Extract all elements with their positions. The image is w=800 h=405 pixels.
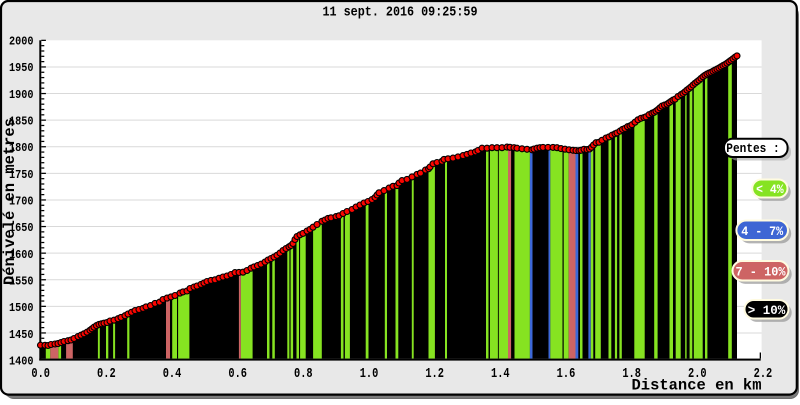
svg-text:Distance en km: Distance en km xyxy=(632,377,762,395)
svg-text:4 - 7%: 4 - 7% xyxy=(741,224,783,239)
svg-text:1850: 1850 xyxy=(9,114,34,128)
svg-text:Pentes :: Pentes : xyxy=(726,141,779,156)
svg-text:1.8: 1.8 xyxy=(622,366,641,382)
svg-text:1600: 1600 xyxy=(9,248,34,262)
svg-text:7 - 10%: 7 - 10% xyxy=(736,264,786,279)
svg-text:0.8: 0.8 xyxy=(294,366,313,382)
svg-text:0.0: 0.0 xyxy=(31,366,50,382)
svg-text:0.2: 0.2 xyxy=(97,366,116,382)
svg-text:2000: 2000 xyxy=(9,34,34,48)
svg-text:1950: 1950 xyxy=(9,61,34,75)
svg-text:0.4: 0.4 xyxy=(163,366,182,382)
svg-text:> 10%: > 10% xyxy=(748,303,786,318)
svg-text:1450: 1450 xyxy=(9,328,34,342)
svg-text:1800: 1800 xyxy=(9,141,34,155)
svg-text:1.6: 1.6 xyxy=(557,366,576,382)
svg-text:1900: 1900 xyxy=(9,88,34,102)
svg-text:1.4: 1.4 xyxy=(491,366,510,382)
svg-text:1700: 1700 xyxy=(9,194,34,208)
svg-text:1.0: 1.0 xyxy=(360,366,379,382)
svg-text:11 sept. 2016 09:25:59: 11 sept. 2016 09:25:59 xyxy=(323,5,478,21)
svg-text:1650: 1650 xyxy=(9,221,34,235)
svg-text:2.2: 2.2 xyxy=(754,366,773,382)
svg-text:1500: 1500 xyxy=(9,301,34,315)
svg-text:2.0: 2.0 xyxy=(688,366,707,382)
svg-text:< 4%: < 4% xyxy=(756,182,784,197)
svg-text:1400: 1400 xyxy=(9,355,34,369)
svg-text:1.2: 1.2 xyxy=(425,366,444,382)
svg-text:1750: 1750 xyxy=(9,168,34,182)
svg-text:1550: 1550 xyxy=(9,275,34,289)
svg-text:0.6: 0.6 xyxy=(228,366,247,382)
svg-text:Dénivelé en metres: Dénivelé en metres xyxy=(1,118,19,285)
